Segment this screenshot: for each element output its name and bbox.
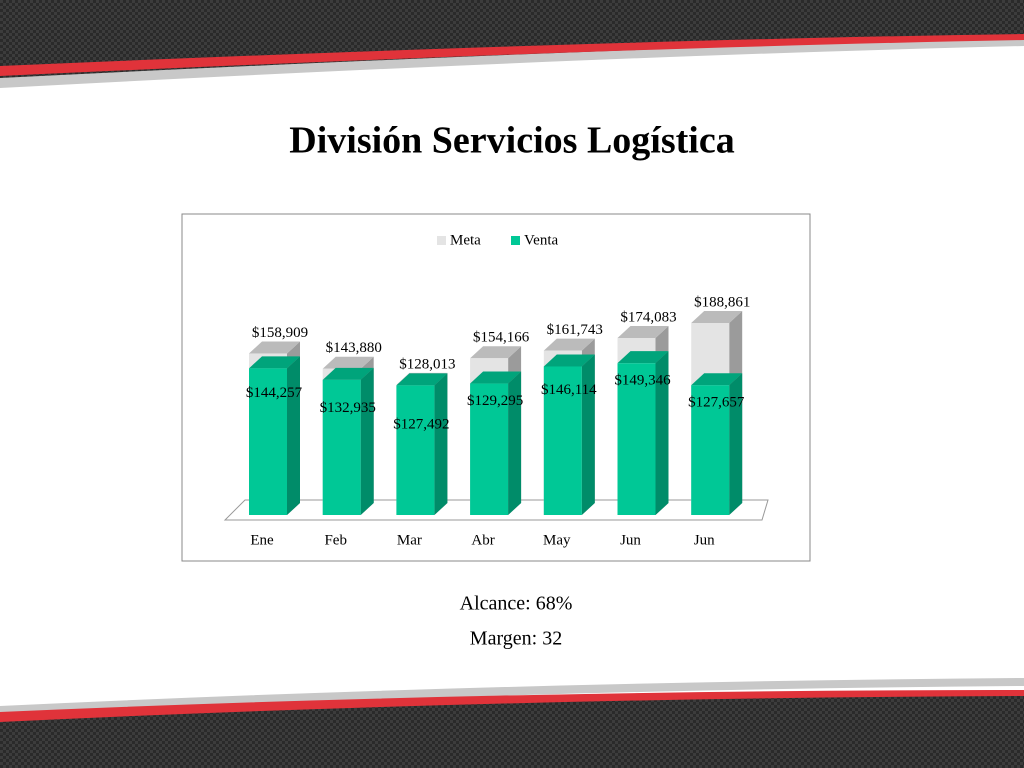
chart-title: División Servicios Logística	[289, 120, 734, 162]
value-label: $158,909	[252, 325, 308, 341]
x-tick-label: Abr	[471, 532, 494, 548]
bar	[396, 385, 435, 515]
value-label: $127,492	[393, 416, 449, 432]
bar-top	[322, 367, 374, 380]
value-label: $144,257	[246, 385, 303, 401]
bar-top	[470, 346, 522, 359]
value-label: $132,935	[320, 400, 376, 416]
legend-swatch	[437, 236, 446, 245]
x-tick-label: Jun	[694, 532, 715, 548]
bar-top	[543, 354, 595, 367]
bar-side	[434, 373, 448, 515]
bar-side	[360, 367, 374, 515]
x-tick-label: May	[543, 532, 571, 548]
value-label: $129,295	[467, 393, 523, 409]
bar-side	[729, 373, 743, 515]
value-label: $149,346	[614, 373, 671, 389]
bar	[617, 363, 656, 515]
x-tick-label: Feb	[324, 532, 347, 548]
bar-top	[691, 311, 743, 323]
value-label: $161,743	[547, 322, 603, 338]
legend-label: Meta	[450, 232, 481, 248]
bar-side	[508, 371, 522, 515]
bar-side	[287, 356, 300, 515]
x-tick-label: Jun	[620, 532, 641, 548]
bar-top	[249, 341, 300, 354]
header-band	[0, 0, 1024, 88]
bar-top	[691, 373, 743, 386]
bar	[543, 366, 582, 515]
value-label: $174,083	[620, 309, 676, 325]
bar-side	[655, 351, 669, 515]
value-label: $128,013	[399, 356, 455, 372]
value-label: $154,166	[473, 330, 530, 346]
value-label: $143,880	[326, 340, 382, 356]
legend-swatch	[511, 236, 520, 245]
bar-top	[617, 326, 669, 339]
legend-label: Venta	[524, 232, 558, 248]
x-tick-label: Mar	[397, 532, 422, 548]
value-label: $188,861	[694, 294, 750, 310]
bar-top	[396, 373, 448, 386]
bar	[470, 383, 509, 515]
bar-top	[617, 351, 669, 364]
bar	[322, 379, 361, 515]
bar-top	[543, 338, 595, 351]
value-label: $127,657	[688, 395, 745, 411]
x-tick-label: Ene	[250, 532, 274, 548]
bar-side	[581, 354, 595, 515]
footer-band	[0, 678, 1024, 768]
bar	[691, 385, 730, 515]
bar-top	[322, 356, 374, 369]
bar-top	[470, 371, 522, 384]
note: Alcance: 68%	[460, 593, 573, 615]
bar	[249, 368, 287, 515]
note: Margen: 32	[470, 628, 562, 650]
value-label: $146,114	[541, 382, 597, 398]
bar-top	[249, 356, 300, 369]
